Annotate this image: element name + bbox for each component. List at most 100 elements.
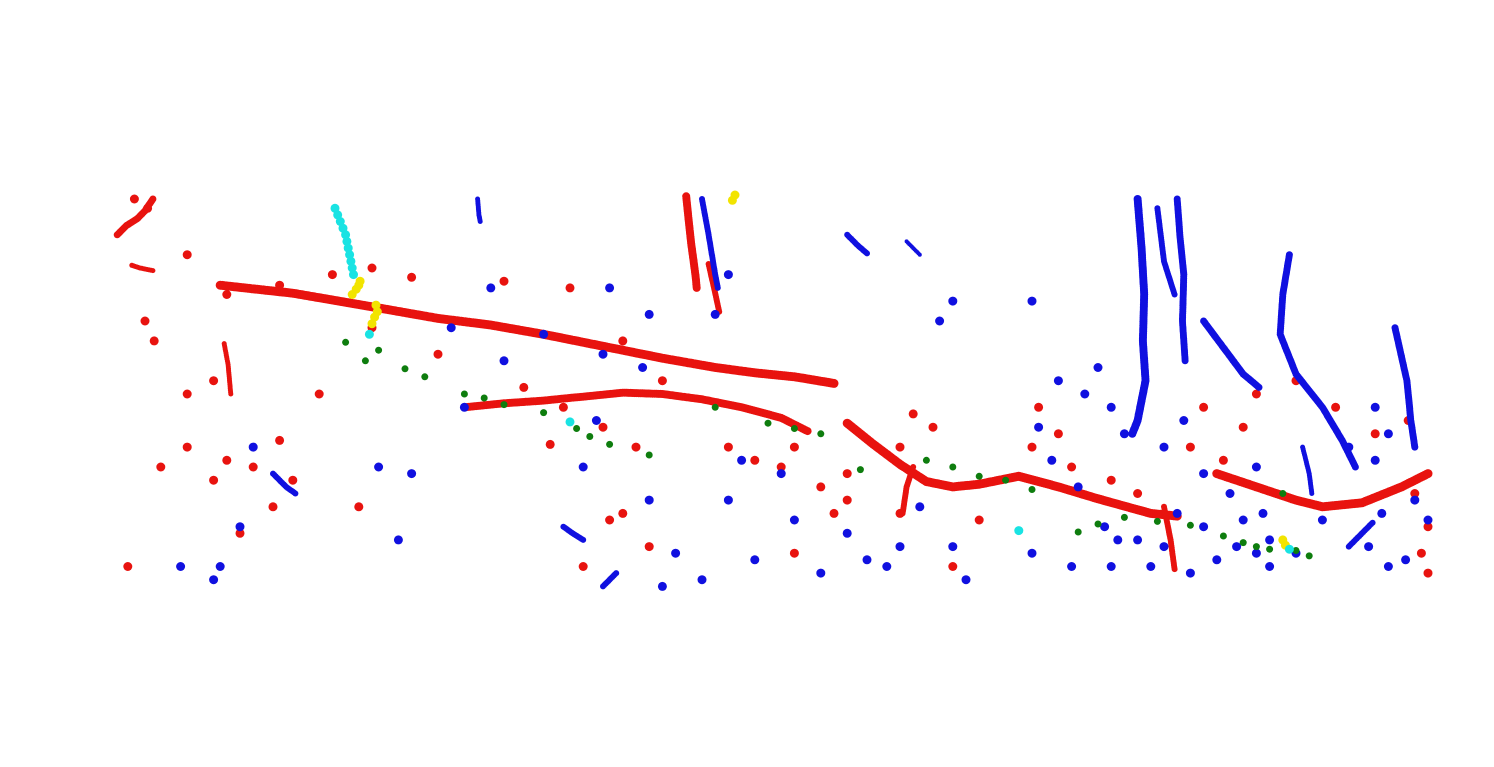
blue-point: [1133, 535, 1143, 545]
red-point: [182, 250, 192, 260]
blue-track-point: [714, 284, 721, 291]
red-point: [558, 402, 568, 412]
green-point: [645, 451, 653, 459]
green-point: [1305, 552, 1313, 560]
red-point: [1423, 568, 1433, 578]
red-track-point: [829, 378, 839, 388]
blue-point: [1265, 535, 1275, 545]
green-point: [361, 357, 369, 365]
red-point: [314, 389, 324, 399]
blue-point: [657, 581, 667, 591]
red-point: [618, 508, 628, 518]
red-point: [895, 508, 905, 518]
red-point: [222, 455, 232, 465]
green-point: [460, 390, 468, 398]
green-point: [1239, 539, 1247, 547]
blue-point: [499, 356, 509, 366]
red-point: [1410, 489, 1420, 498]
green-point: [711, 403, 719, 411]
blue-track-point: [1351, 463, 1359, 471]
red-point: [842, 495, 852, 505]
blue-point: [948, 542, 958, 552]
blue-point: [776, 469, 786, 479]
blue-point: [1027, 548, 1037, 558]
blue-point: [1344, 442, 1354, 452]
red-point: [631, 442, 641, 452]
blue-point: [1100, 522, 1110, 532]
cyan-point: [565, 417, 575, 427]
blue-point: [1317, 515, 1327, 525]
blue-point: [644, 309, 654, 319]
blue-point: [235, 522, 245, 532]
green-point: [764, 419, 772, 427]
blue-track-point: [1171, 291, 1178, 298]
red-track-point: [1423, 469, 1433, 479]
blue-point: [578, 462, 588, 472]
green-point: [1219, 532, 1227, 540]
red-point: [1106, 475, 1116, 485]
red-point: [156, 462, 166, 472]
red-point: [816, 482, 826, 492]
red-point: [895, 442, 905, 452]
blue-point: [895, 542, 905, 552]
green-point: [342, 338, 350, 346]
cyan-point: [342, 236, 352, 246]
red-point: [407, 272, 417, 282]
blue-point: [1093, 363, 1103, 372]
green-point: [540, 409, 548, 417]
blue-point: [1053, 376, 1063, 386]
red-point: [605, 515, 615, 525]
blue-point: [935, 316, 945, 326]
blue-track-point: [292, 490, 299, 497]
blue-point: [1119, 429, 1129, 439]
red-track-point: [1171, 566, 1178, 573]
red-point: [750, 455, 760, 465]
blue-point: [842, 528, 852, 538]
blue-track-point: [1128, 429, 1137, 438]
green-point: [790, 425, 798, 432]
red-point: [829, 508, 839, 518]
red-point: [1133, 489, 1143, 498]
blue-point: [789, 515, 799, 525]
red-point: [209, 475, 219, 485]
blue-point: [697, 575, 707, 585]
blue-point: [1106, 402, 1116, 412]
blue-point: [1410, 495, 1420, 505]
green-point: [856, 466, 864, 474]
red-point: [149, 336, 159, 346]
blue-point: [1251, 462, 1261, 472]
red-point: [327, 270, 337, 280]
red-point: [948, 562, 958, 571]
red-point: [776, 462, 786, 472]
red-point: [222, 290, 232, 299]
blue-point: [961, 575, 971, 585]
blue-point: [591, 416, 601, 425]
blue-point: [407, 469, 417, 479]
blue-point: [1364, 542, 1374, 552]
green-point: [975, 472, 983, 480]
blue-point: [1172, 508, 1182, 518]
blue-track-point: [917, 252, 922, 257]
red-point: [1185, 442, 1195, 452]
red-point: [1416, 548, 1426, 558]
red-track-point: [692, 283, 701, 292]
blue-point: [1383, 562, 1393, 571]
blue-point: [486, 283, 496, 293]
red-point: [1199, 402, 1209, 412]
green-point: [1266, 545, 1274, 553]
red-point: [723, 442, 733, 452]
red-point: [354, 502, 364, 512]
green-point: [1252, 543, 1260, 551]
blue-point: [644, 495, 654, 505]
blue-point: [1225, 489, 1235, 498]
green-point: [500, 401, 508, 409]
red-point: [908, 409, 918, 419]
blue-point: [1159, 542, 1169, 552]
red-track-point: [228, 391, 234, 397]
green-point: [1074, 528, 1082, 536]
blue-point: [1370, 402, 1380, 412]
blue-point: [1377, 508, 1387, 518]
red-point: [129, 194, 139, 204]
blue-point: [1199, 469, 1209, 479]
blue-point: [459, 402, 469, 412]
